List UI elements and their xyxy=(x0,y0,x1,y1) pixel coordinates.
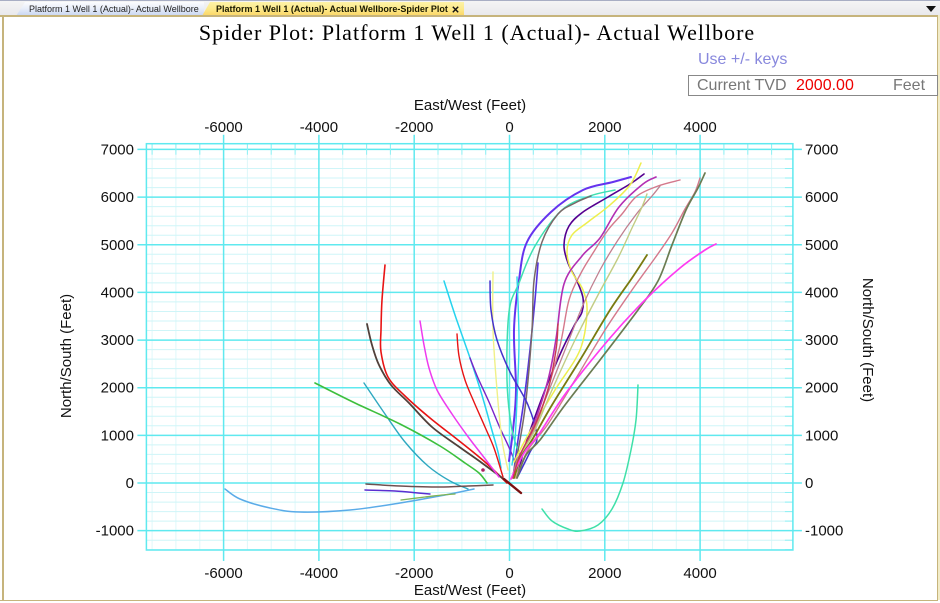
svg-text:7000: 7000 xyxy=(805,141,838,158)
svg-text:-6000: -6000 xyxy=(204,119,242,136)
svg-text:3000: 3000 xyxy=(101,332,134,349)
svg-text:1000: 1000 xyxy=(805,427,838,444)
svg-text:-4000: -4000 xyxy=(300,565,338,582)
svg-text:4000: 4000 xyxy=(805,284,838,301)
svg-text:-4000: -4000 xyxy=(300,119,338,136)
svg-text:2000: 2000 xyxy=(805,380,838,397)
svg-text:-2000: -2000 xyxy=(395,565,433,582)
svg-text:0: 0 xyxy=(505,119,513,136)
svg-text:6000: 6000 xyxy=(101,189,134,206)
svg-text:2000: 2000 xyxy=(588,565,621,582)
svg-text:6000: 6000 xyxy=(805,189,838,206)
svg-text:East/West (Feet): East/West (Feet) xyxy=(414,97,526,114)
svg-text:4000: 4000 xyxy=(101,284,134,301)
svg-text:0: 0 xyxy=(805,475,813,492)
svg-text:-1000: -1000 xyxy=(805,523,843,540)
svg-text:-6000: -6000 xyxy=(204,565,242,582)
svg-text:0: 0 xyxy=(505,565,513,582)
svg-text:North/South (Feet): North/South (Feet) xyxy=(859,278,876,402)
svg-text:East/West (Feet): East/West (Feet) xyxy=(414,582,526,599)
svg-text:5000: 5000 xyxy=(101,237,134,254)
svg-text:-2000: -2000 xyxy=(395,119,433,136)
svg-text:1000: 1000 xyxy=(101,427,134,444)
svg-text:3000: 3000 xyxy=(805,332,838,349)
svg-text:4000: 4000 xyxy=(683,119,716,136)
svg-text:5000: 5000 xyxy=(805,237,838,254)
svg-text:7000: 7000 xyxy=(101,141,134,158)
svg-text:-1000: -1000 xyxy=(96,523,134,540)
svg-text:0: 0 xyxy=(126,475,134,492)
svg-text:2000: 2000 xyxy=(588,119,621,136)
svg-text:North/South (Feet): North/South (Feet) xyxy=(58,294,75,418)
svg-text:2000: 2000 xyxy=(101,380,134,397)
svg-text:4000: 4000 xyxy=(683,565,716,582)
